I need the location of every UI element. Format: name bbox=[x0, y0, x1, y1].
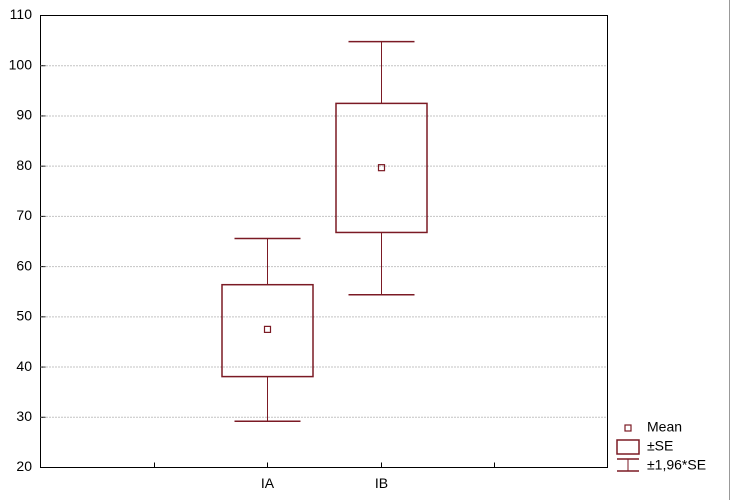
y-tick-label: 60 bbox=[16, 257, 32, 273]
x-tick-label: IB bbox=[375, 475, 388, 491]
y-tick-label: 80 bbox=[16, 157, 32, 173]
box bbox=[335, 102, 428, 234]
legend-label: Mean bbox=[647, 419, 682, 435]
mean-marker bbox=[377, 164, 386, 172]
y-tick-label: 40 bbox=[16, 358, 32, 374]
x-tick-label: IA bbox=[261, 475, 275, 491]
box bbox=[221, 283, 314, 378]
legend-mean-icon bbox=[624, 424, 632, 432]
legend-label: ±SE bbox=[647, 438, 673, 454]
y-tick-label: 90 bbox=[16, 107, 32, 123]
y-tick-label: 20 bbox=[16, 458, 32, 474]
y-tick-label: 30 bbox=[16, 408, 32, 424]
legend-se-icon bbox=[616, 439, 640, 455]
y-tick-label: 50 bbox=[16, 308, 32, 324]
y-tick-label: 100 bbox=[9, 56, 33, 72]
mean-marker bbox=[263, 325, 272, 333]
legend-label: ±1,96*SE bbox=[647, 457, 706, 473]
y-tick-label: 70 bbox=[16, 207, 32, 223]
plot-frame bbox=[40, 15, 608, 468]
y-tick-label: 110 bbox=[10, 6, 33, 22]
